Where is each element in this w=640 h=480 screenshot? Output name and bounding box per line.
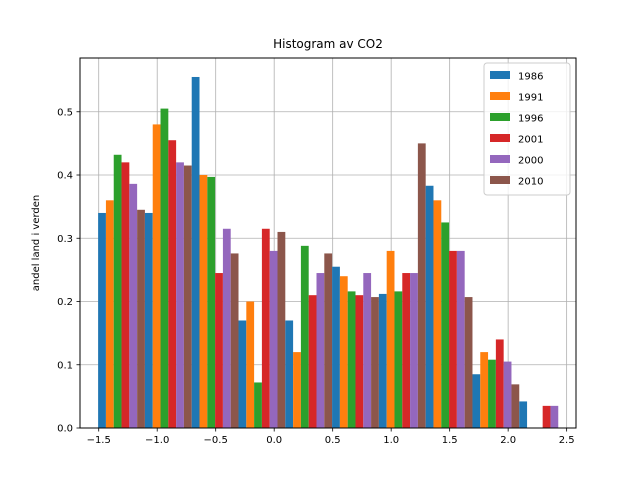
- legend-swatch-2000: [490, 155, 510, 163]
- plot-frame: [79, 57, 577, 429]
- bar-1986: [238, 320, 247, 428]
- x-tick-label: 2.0: [500, 435, 516, 446]
- bar-1996: [488, 359, 496, 428]
- bar-2001: [355, 295, 364, 428]
- bar-1986: [191, 76, 200, 428]
- y-tick-label: 0.3: [57, 234, 73, 245]
- bar-1986: [285, 320, 294, 428]
- bar-1991: [199, 175, 208, 428]
- x-tick-label: 0.0: [266, 435, 282, 446]
- bar-2010: [137, 209, 145, 428]
- legend-label-2001: 2001: [518, 135, 543, 146]
- legend-label-1986: 1986: [518, 72, 543, 83]
- bar-2010: [464, 297, 473, 428]
- bar-2000: [316, 273, 325, 428]
- legend-label-2000: 2000: [518, 156, 543, 167]
- legend-label-1991: 1991: [518, 93, 543, 104]
- bar-2010: [371, 297, 379, 428]
- x-axis-ticks: −1.5 −1.0 −0.5 0.0 0.5 1.0 1.5 2.0 2.5: [87, 428, 575, 446]
- bar-2001: [215, 273, 223, 428]
- x-tick-label: 1.0: [383, 435, 399, 446]
- bar-2010: [324, 253, 333, 428]
- bar-2001: [308, 295, 317, 428]
- bar-2010: [230, 253, 239, 428]
- bar-1991: [386, 250, 395, 428]
- bar-1996: [254, 382, 262, 428]
- bar-2001: [402, 273, 411, 428]
- y-axis-label: andel land i verden: [31, 195, 42, 292]
- legend-box: [483, 62, 571, 196]
- bar-2010: [417, 143, 426, 428]
- legend-label-1996: 1996: [518, 114, 543, 125]
- bar-2000: [129, 183, 138, 428]
- bar-1991: [480, 352, 489, 428]
- legend: 1986 1991 1996 2001 2000 2010: [483, 62, 571, 196]
- bars: [98, 76, 559, 429]
- bar-2010: [277, 231, 286, 428]
- legend-swatch-1991: [490, 92, 510, 100]
- legend-swatch-2001: [490, 134, 510, 142]
- bar-2001: [261, 228, 270, 428]
- y-tick-label: 0.5: [57, 107, 73, 118]
- legend-swatch-1996: [490, 113, 510, 121]
- bar-1996: [347, 291, 356, 428]
- bar-1996: [207, 176, 216, 428]
- bar-2010: [183, 165, 192, 428]
- bar-1991: [293, 352, 301, 428]
- bar-2000: [456, 250, 465, 428]
- bar-2001: [495, 339, 504, 428]
- y-tick-label: 0.2: [57, 297, 73, 308]
- x-tick-label: −0.5: [204, 435, 228, 446]
- bar-1996: [160, 108, 169, 428]
- bar-1996: [394, 291, 403, 428]
- bar-1986: [98, 212, 106, 428]
- bar-1986: [378, 293, 387, 428]
- bar-2001: [542, 405, 551, 428]
- x-tick-label: 0.5: [325, 435, 341, 446]
- bar-2001: [168, 140, 177, 428]
- bar-1996: [113, 154, 122, 428]
- bar-2000: [363, 273, 372, 428]
- x-tick-label: 2.5: [559, 435, 575, 446]
- bar-1991: [433, 200, 442, 428]
- bar-2010: [511, 384, 520, 428]
- legend-swatch-2010: [490, 176, 510, 184]
- y-tick-label: 0.0: [57, 424, 73, 435]
- x-tick-label: −1.5: [87, 435, 111, 446]
- bar-2000: [269, 250, 278, 428]
- bar-1986: [144, 212, 153, 428]
- bar-2000: [550, 405, 559, 428]
- x-tick-label: 1.5: [442, 435, 458, 446]
- bar-1991: [339, 276, 348, 428]
- bar-1991: [152, 124, 161, 429]
- x-tick-label: −1.0: [145, 435, 169, 446]
- bar-2000: [176, 162, 184, 428]
- bar-2001: [121, 162, 130, 428]
- legend-swatch-1986: [490, 71, 510, 79]
- bar-1991: [105, 200, 114, 428]
- bar-1991: [246, 301, 255, 428]
- y-axis-ticks: 0.0 0.1 0.2 0.3 0.4 0.5: [57, 107, 80, 435]
- bar-1986: [472, 374, 481, 428]
- y-tick-label: 0.4: [57, 171, 73, 182]
- bar-1986: [332, 266, 340, 428]
- y-tick-label: 0.1: [57, 360, 73, 371]
- legend-label-2010: 2010: [518, 177, 543, 188]
- bar-2000: [503, 361, 512, 428]
- bar-2000: [410, 273, 418, 428]
- bar-1986: [425, 185, 434, 428]
- bar-1986: [519, 401, 528, 428]
- bar-2000: [222, 228, 231, 428]
- bar-1996: [300, 245, 309, 428]
- chart-title: Histogram av CO2: [273, 37, 383, 51]
- bar-1996: [441, 222, 450, 428]
- bar-2001: [449, 250, 457, 428]
